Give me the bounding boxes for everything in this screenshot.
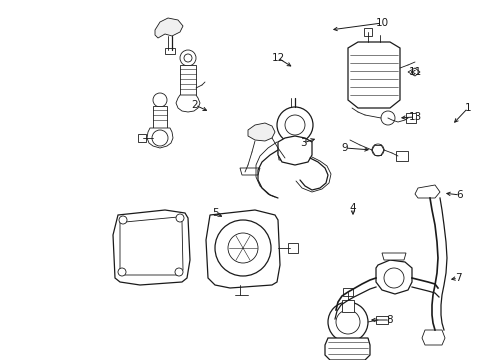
- Polygon shape: [155, 18, 183, 38]
- Polygon shape: [348, 42, 400, 108]
- Circle shape: [328, 302, 368, 342]
- Bar: [406, 113, 416, 123]
- Circle shape: [175, 268, 183, 276]
- Circle shape: [336, 310, 360, 334]
- Text: 6: 6: [457, 190, 464, 200]
- Bar: [288, 243, 298, 253]
- Bar: [165, 48, 175, 54]
- Polygon shape: [325, 338, 370, 360]
- Text: 9: 9: [342, 143, 348, 153]
- Text: 1: 1: [465, 103, 471, 113]
- Circle shape: [384, 268, 404, 288]
- Polygon shape: [120, 217, 183, 275]
- Polygon shape: [176, 95, 200, 112]
- Bar: [153, 106, 167, 128]
- Bar: [343, 288, 353, 296]
- Polygon shape: [113, 210, 190, 285]
- Text: 3: 3: [300, 138, 306, 148]
- Polygon shape: [248, 123, 275, 141]
- Circle shape: [228, 233, 258, 263]
- Text: 4: 4: [350, 203, 356, 213]
- Circle shape: [277, 107, 313, 143]
- Bar: [376, 316, 388, 324]
- Circle shape: [152, 130, 168, 146]
- Polygon shape: [147, 128, 173, 148]
- Circle shape: [176, 214, 184, 222]
- Polygon shape: [415, 185, 440, 198]
- Text: 10: 10: [375, 18, 389, 28]
- Polygon shape: [206, 210, 280, 288]
- Circle shape: [184, 54, 192, 62]
- Bar: [342, 300, 354, 312]
- Circle shape: [153, 93, 167, 107]
- Circle shape: [119, 216, 127, 224]
- Text: 8: 8: [387, 315, 393, 325]
- Polygon shape: [408, 68, 420, 76]
- Text: 7: 7: [455, 273, 461, 283]
- Bar: [180, 65, 196, 95]
- Polygon shape: [240, 168, 260, 175]
- Bar: [138, 134, 146, 142]
- Circle shape: [285, 115, 305, 135]
- Polygon shape: [278, 152, 295, 160]
- Circle shape: [381, 111, 395, 125]
- Polygon shape: [278, 136, 312, 165]
- Circle shape: [215, 220, 271, 276]
- Text: 2: 2: [192, 100, 198, 110]
- Circle shape: [372, 144, 384, 156]
- Polygon shape: [382, 253, 406, 260]
- Circle shape: [180, 50, 196, 66]
- Polygon shape: [376, 260, 412, 294]
- Text: 12: 12: [271, 53, 285, 63]
- Polygon shape: [422, 330, 445, 345]
- Text: 5: 5: [212, 208, 219, 218]
- Text: 13: 13: [408, 112, 421, 122]
- Text: 11: 11: [408, 67, 421, 77]
- Bar: [364, 28, 372, 36]
- Bar: [396, 151, 408, 161]
- Circle shape: [118, 268, 126, 276]
